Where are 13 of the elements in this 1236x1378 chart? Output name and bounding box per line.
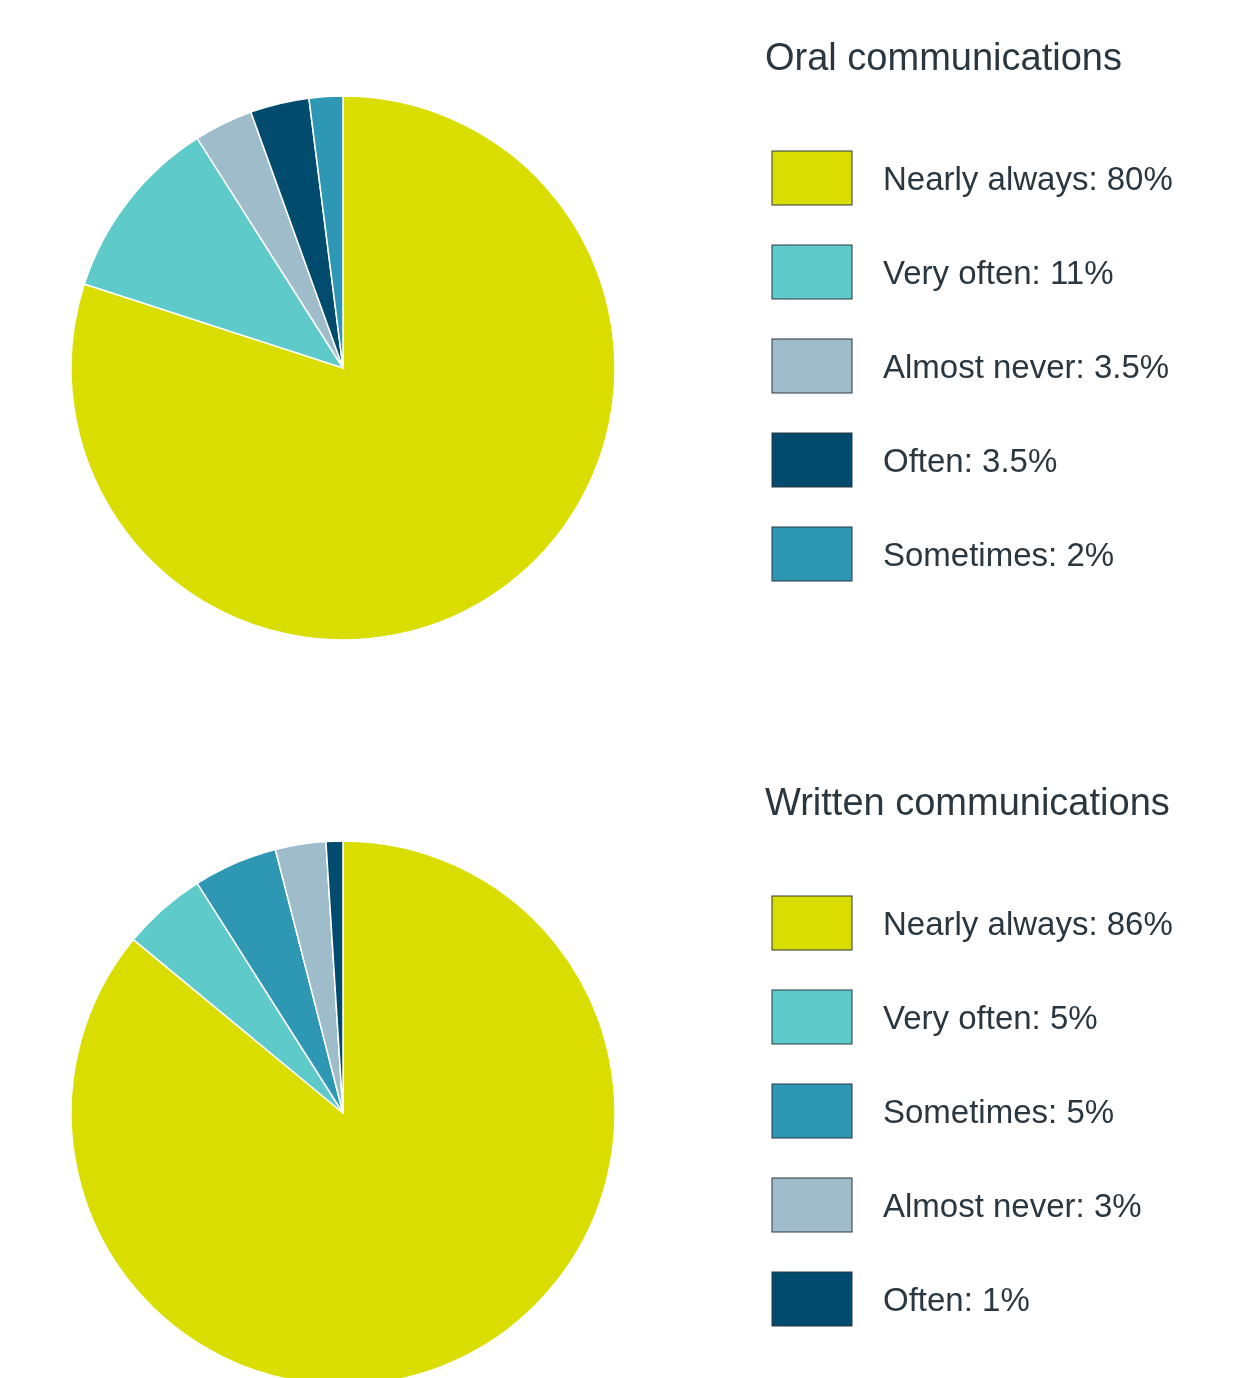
legend-label: Nearly always: 86%: [883, 904, 1173, 942]
legend-label: Very often: 5%: [883, 998, 1098, 1036]
legend-label: Almost never: 3%: [883, 1186, 1142, 1224]
legend-title: Written communications: [765, 781, 1170, 823]
legend-title: Oral communications: [765, 36, 1122, 78]
legend-label: Sometimes: 5%: [883, 1092, 1115, 1130]
pie-slice: [70, 95, 616, 641]
legend-label: Often: 1%: [883, 1280, 1030, 1318]
legend-label: Often: 3.5%: [883, 441, 1058, 479]
legend-label: Nearly always: 80%: [883, 159, 1173, 197]
legend-label: Almost never: 3.5%: [883, 347, 1170, 385]
legend-label: Very often: 11%: [883, 253, 1114, 291]
legend-label: Sometimes: 2%: [883, 535, 1115, 573]
